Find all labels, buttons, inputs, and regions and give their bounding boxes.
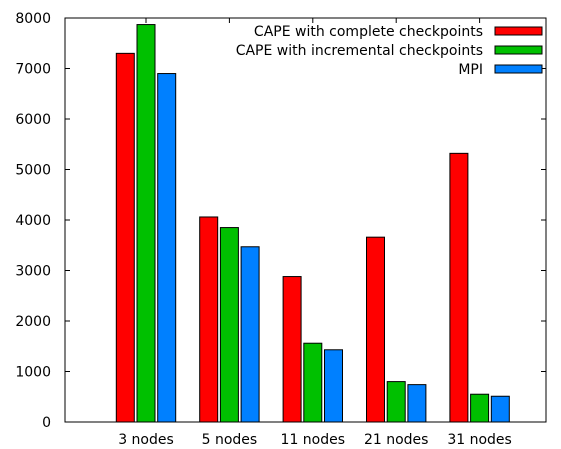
x-tick-label: 31 nodes xyxy=(447,432,512,448)
x-tick-label: 21 nodes xyxy=(364,432,429,448)
bar-3-21-nodes xyxy=(407,384,427,423)
bar-3-5-nodes xyxy=(240,246,260,423)
bar-3-3-nodes xyxy=(157,73,177,423)
bar-2-5-nodes xyxy=(219,227,239,423)
bar-2-21-nodes xyxy=(386,381,406,423)
bars xyxy=(115,24,510,423)
y-tick-label: 8000 xyxy=(15,11,51,27)
y-tick-label: 6000 xyxy=(15,112,51,128)
bar-1-11-nodes xyxy=(282,276,302,423)
y-tick-label: 1000 xyxy=(15,365,51,381)
x-axis: 3 nodes 5 nodes 11 nodes 21 nodes 31 nodes xyxy=(118,18,512,448)
y-tick-label: 2000 xyxy=(15,314,51,330)
y-axis: 0 1000 2000 3000 4000 5000 6000 7000 8000 xyxy=(15,11,546,431)
legend-swatch xyxy=(494,64,543,74)
y-tick-label: 0 xyxy=(42,415,51,431)
bar-2-11-nodes xyxy=(303,342,323,423)
x-tick-label: 11 nodes xyxy=(281,432,346,448)
bar-1-21-nodes xyxy=(366,236,385,423)
bar-2-31-nodes xyxy=(470,393,490,423)
y-tick-label: 5000 xyxy=(15,163,51,179)
legend-label: CAPE with complete checkpoints xyxy=(254,24,483,40)
legend-label: MPI xyxy=(458,62,483,78)
legend-swatch xyxy=(494,45,543,55)
y-tick-label: 7000 xyxy=(15,62,51,78)
legend-swatch xyxy=(494,26,543,36)
x-tick-label: 3 nodes xyxy=(118,432,174,448)
x-tick-label: 5 nodes xyxy=(202,432,258,448)
y-tick-label: 4000 xyxy=(15,213,51,229)
bar-1-3-nodes xyxy=(115,52,135,423)
legend-label: CAPE with incremental checkpoints xyxy=(236,43,483,59)
bar-2-3-nodes xyxy=(136,24,156,423)
bar-3-31-nodes xyxy=(490,395,510,423)
legend: CAPE with complete checkpoints CAPE with … xyxy=(236,24,543,78)
y-tick-label: 3000 xyxy=(15,264,51,280)
bar-1-31-nodes xyxy=(449,152,469,423)
bar-3-11-nodes xyxy=(324,349,343,423)
bar-1-5-nodes xyxy=(199,216,219,423)
